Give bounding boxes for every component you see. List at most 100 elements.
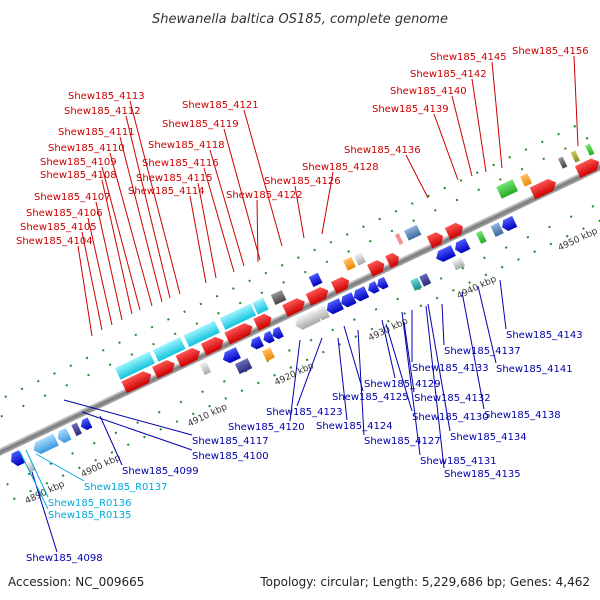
- gene-label-l4110[interactable]: Shew185_4110: [48, 143, 125, 154]
- gene-label-l4120[interactable]: Shew185_4120: [228, 422, 305, 433]
- gene-label-l4111[interactable]: Shew185_4111: [58, 127, 135, 138]
- gene-label-l4136[interactable]: Shew185_4136: [344, 145, 421, 156]
- gene-red-13[interactable]: [444, 221, 466, 240]
- gene-red-11[interactable]: [385, 251, 401, 269]
- gene-cyan-2[interactable]: [152, 337, 186, 362]
- gene-blue-r0[interactable]: [8, 450, 25, 468]
- gene-blue-f1[interactable]: [308, 272, 323, 288]
- gene-label-l4115[interactable]: Shew185_4115: [136, 173, 213, 184]
- gene-blue-r10[interactable]: [375, 276, 389, 291]
- gene-blue-r13[interactable]: [500, 215, 518, 233]
- gene-label-l4145[interactable]: Shew185_4145: [430, 52, 507, 63]
- gene-blue-r4[interactable]: [261, 330, 275, 345]
- gene-label-l4125[interactable]: Shew185_4125: [332, 392, 409, 403]
- gene-label-l4123[interactable]: Shew185_4123: [266, 407, 343, 418]
- gene-label-l4138[interactable]: Shew185_4138: [484, 410, 561, 421]
- gene-label-l4127[interactable]: Shew185_4127: [364, 436, 441, 447]
- gene-label-l4124[interactable]: Shew185_4124: [316, 421, 393, 432]
- gene-red-10[interactable]: [367, 258, 387, 277]
- gene-label-l4116[interactable]: Shew185_4116: [142, 158, 219, 169]
- gene-label-l4112[interactable]: Shew185_4112: [64, 106, 141, 117]
- gene-steel-1[interactable]: [404, 224, 422, 241]
- gene-label-l4128[interactable]: Shew185_4128: [302, 162, 379, 173]
- gene-label-l4119[interactable]: Shew185_4119: [162, 119, 239, 130]
- gene-gray-r0[interactable]: [25, 460, 36, 473]
- gene-red-14[interactable]: [529, 176, 559, 200]
- gene-gray-r1[interactable]: [199, 361, 212, 376]
- gene-red-1[interactable]: [121, 369, 154, 394]
- gene-red-3[interactable]: [175, 345, 203, 368]
- gene-gray-r2[interactable]: [293, 309, 321, 331]
- gene-label-l4108[interactable]: Shew185_4108: [40, 170, 117, 181]
- gene-blue-r5[interactable]: [270, 326, 284, 341]
- gene-label-l4100[interactable]: Shew185_4100: [192, 451, 269, 462]
- gene-green-1[interactable]: [496, 179, 519, 199]
- gene-blue-r6[interactable]: [324, 298, 344, 316]
- gene-green-2[interactable]: [585, 143, 595, 156]
- gene-label-l4106[interactable]: Shew185_4106: [26, 208, 103, 219]
- gene-label-l4130[interactable]: Shew185_4130: [412, 412, 489, 423]
- gene-blue-r1[interactable]: [79, 417, 93, 432]
- gene-blue-r9[interactable]: [366, 281, 380, 295]
- gene-label-l4132[interactable]: Shew185_4132: [414, 393, 491, 404]
- gene-label-l4131[interactable]: Shew185_4131: [420, 456, 497, 467]
- gene-gray-f1[interactable]: [353, 252, 366, 266]
- gene-gray-r4[interactable]: [451, 256, 466, 271]
- gene-pink-small[interactable]: [395, 233, 404, 245]
- gene-orange-1[interactable]: [343, 256, 356, 271]
- gene-cyan-1[interactable]: [114, 351, 155, 380]
- gene-gray-r3[interactable]: [313, 305, 330, 322]
- gene-label-l4139[interactable]: Shew185_4139: [372, 104, 449, 115]
- gene-label-l4122[interactable]: Shew185_4122: [226, 190, 303, 201]
- gene-cyan-4[interactable]: [219, 303, 257, 330]
- gene-label-l4135[interactable]: Shew185_4135: [444, 469, 521, 480]
- gene-label-l4140[interactable]: Shew185_4140: [390, 86, 467, 97]
- gene-label-l4099[interactable]: Shew185_4099: [122, 466, 199, 477]
- gene-sky-2[interactable]: [55, 427, 72, 445]
- gene-label-l4137[interactable]: Shew185_4137: [444, 346, 521, 357]
- gene-olive-1[interactable]: [570, 150, 580, 163]
- gene-label-l4104[interactable]: Shew185_4104: [16, 236, 93, 247]
- gene-label-l4121[interactable]: Shew185_4121: [182, 100, 259, 111]
- gene-label-l4107[interactable]: Shew185_4107: [34, 192, 111, 203]
- gene-label-l4117[interactable]: Shew185_4117: [192, 436, 269, 447]
- gene-red-2[interactable]: [152, 357, 177, 379]
- gene-green-r1[interactable]: [476, 230, 487, 244]
- gene-navy-1[interactable]: [71, 422, 82, 437]
- gene-label-l4134[interactable]: Shew185_4134: [450, 432, 527, 443]
- gene-blue-r8[interactable]: [351, 286, 370, 303]
- gene-steel-r1[interactable]: [490, 222, 504, 238]
- gene-red-5[interactable]: [224, 321, 255, 345]
- gene-label-l4113[interactable]: Shew185_4113: [68, 91, 145, 102]
- gene-label-l4098[interactable]: Shew185_4098: [26, 553, 103, 564]
- gene-orange-r1[interactable]: [262, 347, 275, 362]
- gene-label-l4143[interactable]: Shew185_4143: [506, 330, 583, 341]
- gene-label-l4105[interactable]: Shew185_4105: [20, 222, 97, 233]
- gene-dark-2[interactable]: [558, 156, 568, 169]
- gene-red-9[interactable]: [330, 275, 352, 294]
- gene-red-12[interactable]: [426, 230, 446, 249]
- gene-label-l4114[interactable]: Shew185_4114: [128, 186, 205, 197]
- gene-red-4[interactable]: [200, 334, 226, 356]
- gene-red-7[interactable]: [282, 296, 307, 317]
- gene-cyan-5[interactable]: [252, 297, 269, 315]
- gene-sky-1[interactable]: [31, 433, 59, 456]
- gene-orange-2[interactable]: [520, 173, 533, 187]
- gene-label-l4126[interactable]: Shew185_4126: [264, 176, 341, 187]
- gene-red-8[interactable]: [305, 285, 331, 306]
- gene-label-l4118[interactable]: Shew185_4118: [148, 140, 225, 151]
- gene-blue-r11[interactable]: [434, 245, 456, 264]
- gene-blue-r12[interactable]: [453, 238, 471, 255]
- gene-red-6[interactable]: [253, 312, 274, 331]
- gene-blue-r7[interactable]: [339, 292, 357, 309]
- gene-label-l4141[interactable]: Shew185_4141: [496, 364, 573, 375]
- gene-cyan-3[interactable]: [183, 320, 220, 348]
- gene-label-lR0137[interactable]: Shew185_R0137: [84, 482, 168, 493]
- gene-navy-3[interactable]: [419, 273, 432, 287]
- gene-teal-1[interactable]: [410, 277, 423, 291]
- gene-dark-1[interactable]: [270, 289, 287, 306]
- gene-blue-r2[interactable]: [220, 347, 241, 365]
- gene-label-l4133[interactable]: Shew185_4133: [412, 363, 489, 374]
- gene-label-l4156[interactable]: Shew185_4156: [512, 46, 589, 57]
- gene-label-lR0135[interactable]: Shew185_R0135: [48, 510, 132, 521]
